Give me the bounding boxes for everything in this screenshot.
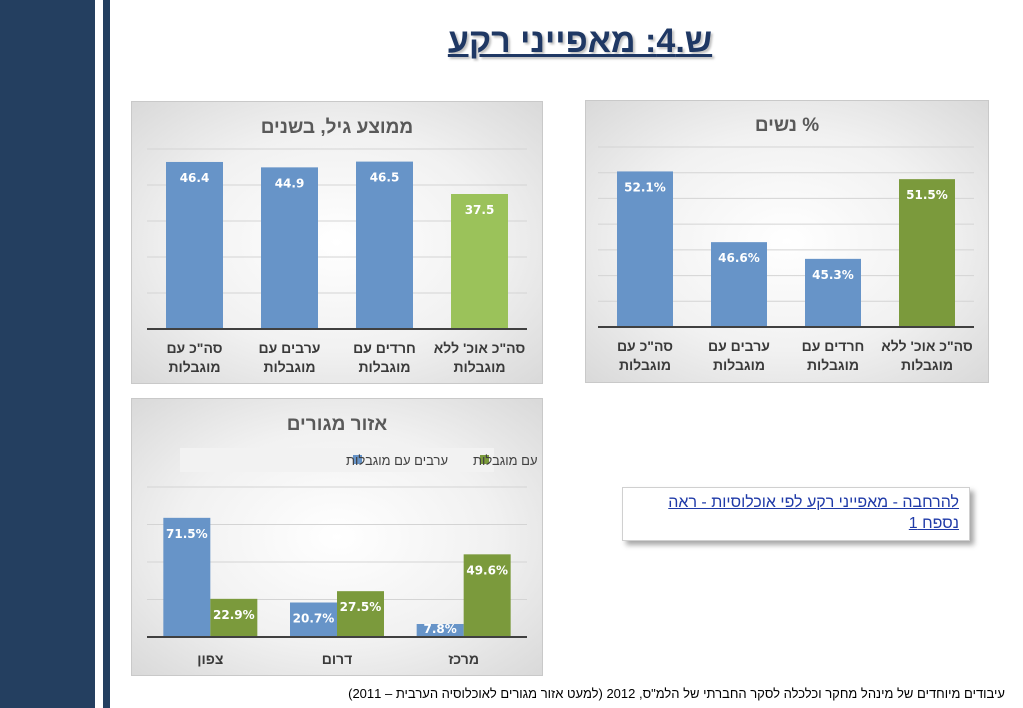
category-label: סה"כ אוכ' ללא מוגבלות [881, 338, 973, 373]
women-chart-panel: % נשים 52.1% סה"כ עם מוגבלות 46.6% ערבים עם מו… [585, 100, 989, 383]
data-label: 20.7% [293, 612, 335, 626]
age-chart-panel: ממוצע גיל, בשנים 46.4 סה"כ עם מוגבלות 44.9 ער… [131, 101, 543, 384]
data-label: 51.5% [906, 188, 948, 202]
bar [166, 161, 223, 329]
chart-title: אזור מגורים [287, 414, 388, 435]
legend-swatch [353, 455, 362, 464]
category-label: צפון [197, 651, 223, 667]
appendix-link[interactable]: להרחבה - מאפייני רקע לפי אוכלוסיות - ראה… [668, 494, 959, 532]
category-label: סה"כ עם מוגבלות [617, 338, 673, 373]
data-label: 71.5% [166, 527, 208, 541]
bar [711, 242, 767, 327]
data-label: 44.9 [275, 176, 305, 190]
data-label: 45.3% [812, 268, 854, 282]
chart-title: ממוצע גיל, בשנים [261, 117, 413, 138]
bar [210, 598, 258, 637]
bar [337, 591, 384, 637]
data-label: 22.9% [213, 608, 255, 622]
women-chart: % נשים 52.1% סה"כ עם מוגבלות 46.6% ערבים עם מו… [598, 115, 974, 373]
bar [463, 554, 511, 637]
legend-label: יהודים עם מוגבלות [473, 453, 542, 468]
chart-title: % נשים [755, 115, 819, 136]
bar [899, 179, 955, 327]
category-label: ערבים עם מוגבלות [259, 340, 321, 375]
category-label: מרכז [448, 651, 479, 667]
data-label: 46.4 [180, 171, 210, 185]
legend-swatch [480, 455, 489, 464]
bar [290, 602, 337, 637]
legend-box [180, 448, 494, 472]
legend-label: ערבים עם מוגבלות [346, 453, 448, 468]
data-label: 7.8% [424, 622, 457, 636]
bar [356, 161, 413, 329]
category-label: חרדים עם מוגבלות [353, 340, 416, 375]
category-label: סה"כ אוכ' ללא מוגבלות [434, 340, 526, 375]
source-footnote: עיבודים מיוחדים של מינהל מחקר וכלכלה לסק… [348, 686, 1005, 701]
sidebar-band [0, 0, 95, 708]
data-label: 49.6% [466, 563, 508, 577]
bar [451, 194, 508, 329]
appendix-link-box[interactable]: להרחבה - מאפייני רקע לפי אוכלוסיות - ראה… [622, 487, 970, 541]
data-label: 46.6% [718, 251, 760, 265]
bar [261, 167, 318, 329]
data-label: 46.5 [370, 171, 400, 185]
region-chart: אזור מגורים ערבים עם מוגבלות יהודים עם מוג… [147, 414, 542, 667]
page-title: ש.4: מאפייני רקע [447, 22, 713, 60]
bar [617, 171, 673, 327]
category-label: סה"כ עם מוגבלות [166, 340, 222, 375]
category-label: חרדים עם מוגבלות [802, 338, 865, 373]
bar [416, 624, 464, 637]
region-chart-panel: אזור מגורים ערבים עם מוגבלות יהודים עם מוג… [131, 398, 543, 676]
data-label: 52.1% [624, 180, 666, 194]
category-label: דרום [322, 651, 353, 667]
category-label: ערבים עם מוגבלות [708, 338, 770, 373]
bar [805, 258, 861, 327]
sidebar-line [103, 0, 110, 708]
data-label: 27.5% [340, 600, 382, 614]
bar [163, 517, 211, 637]
age-chart: ממוצע גיל, בשנים 46.4 סה"כ עם מוגבלות 44.9 ער… [147, 117, 527, 375]
data-label: 37.5 [465, 203, 495, 217]
